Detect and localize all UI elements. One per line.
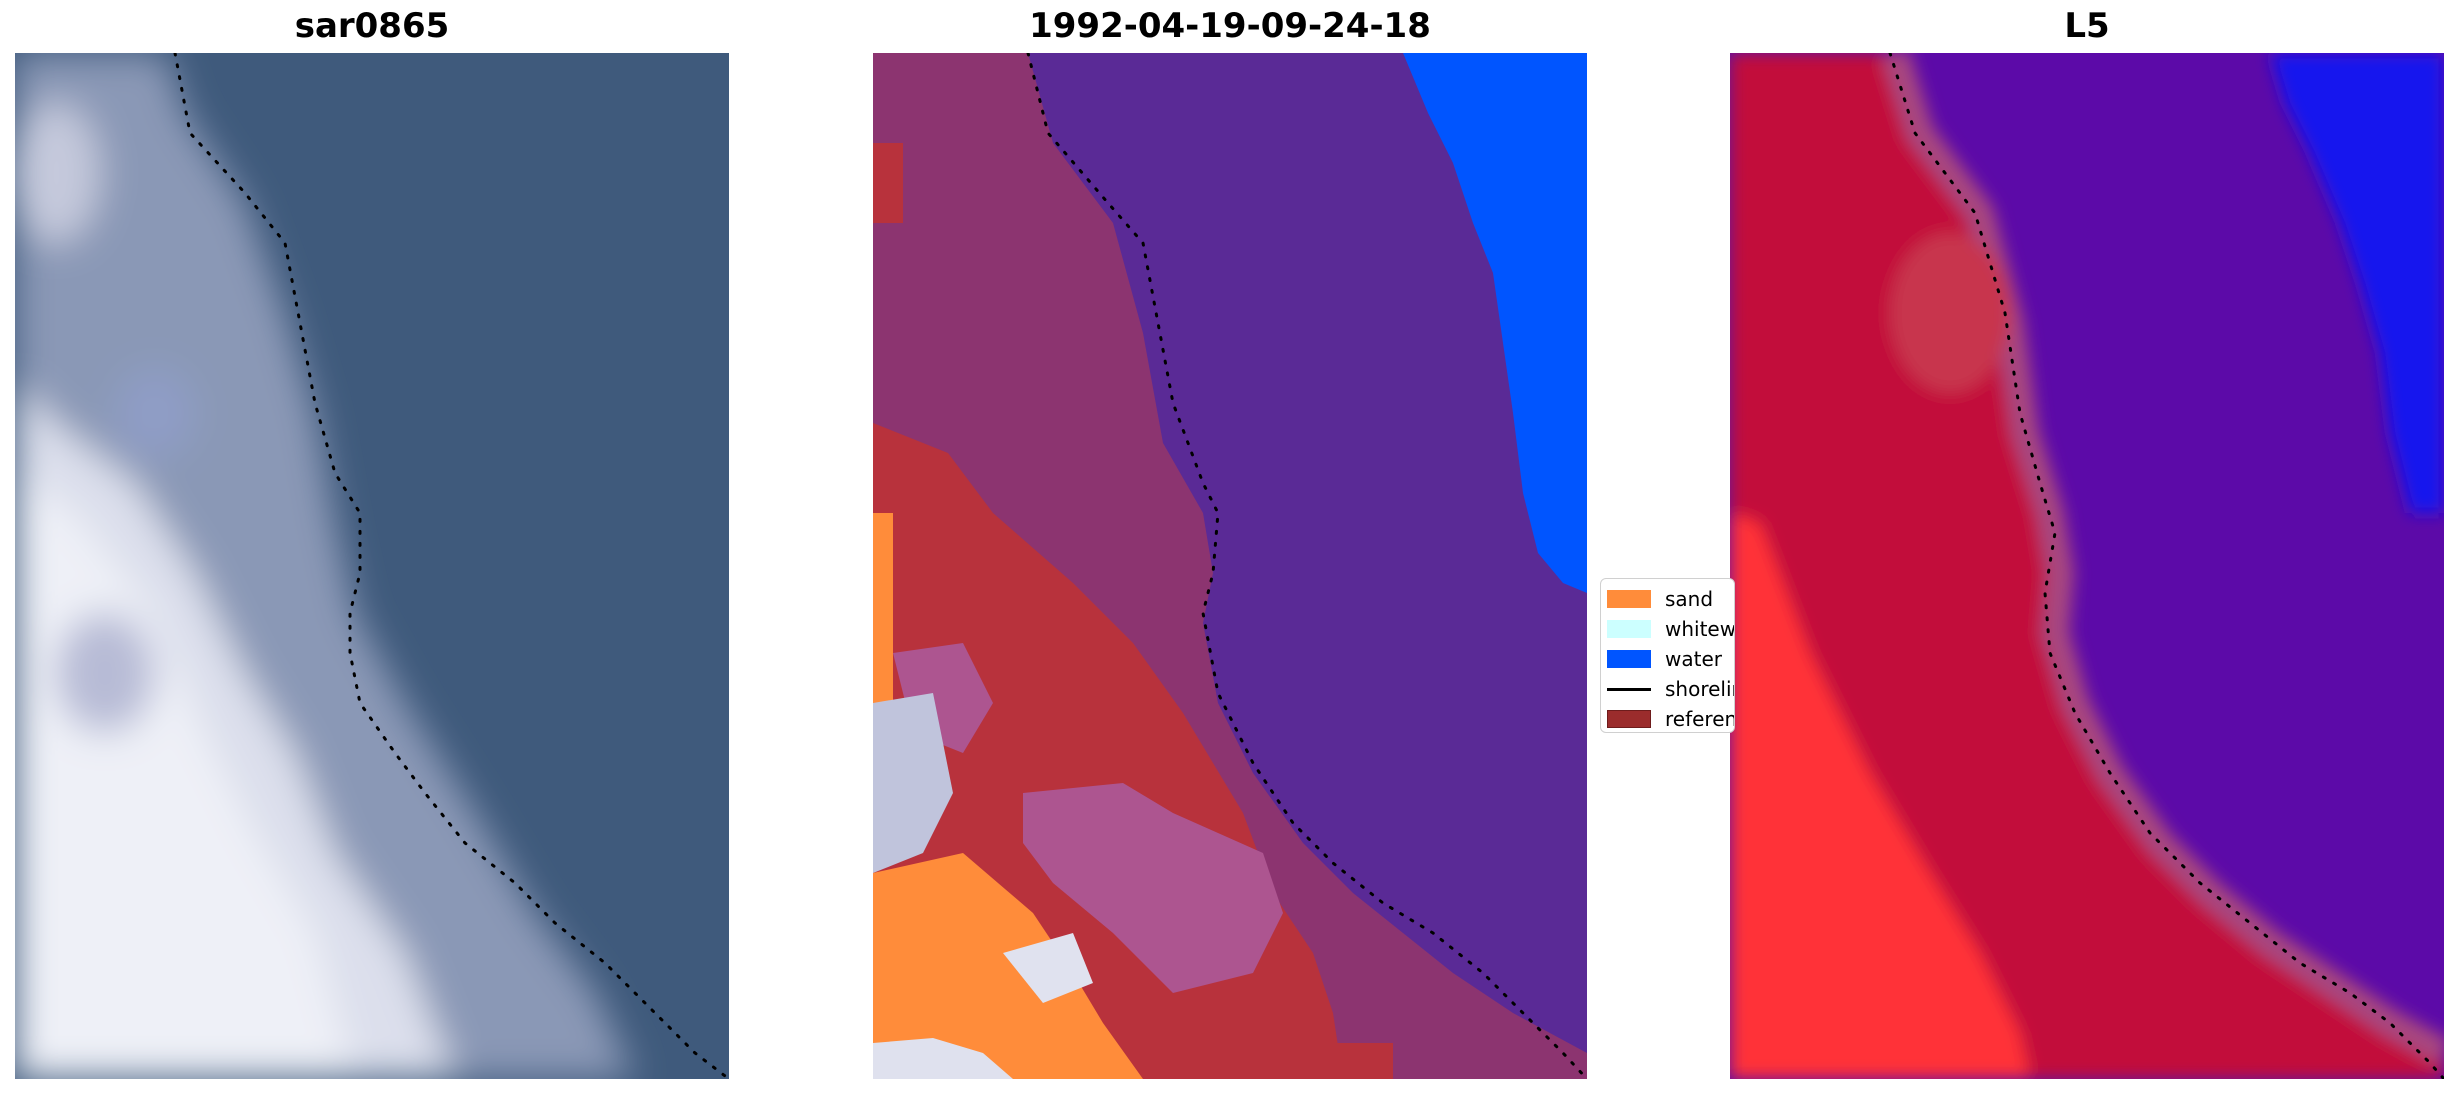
panel-title-rgb: sar0865 bbox=[294, 6, 450, 46]
legend-label: whitewater bbox=[1665, 617, 1735, 641]
index-panel bbox=[1730, 53, 2444, 1079]
legend-swatch-water bbox=[1607, 650, 1651, 668]
rgb-image bbox=[15, 53, 729, 1079]
legend-item-shoreline: shoreline bbox=[1607, 677, 1734, 701]
panel-title-index: L5 bbox=[2064, 6, 2110, 46]
shoreline-dotted bbox=[1026, 53, 1587, 1079]
legend-label: reference shoreline bbox=[1665, 707, 1734, 731]
classification-image bbox=[873, 53, 1587, 1079]
legend-swatch-reference bbox=[1607, 710, 1651, 728]
legend-item-water: water bbox=[1607, 647, 1722, 671]
legend-label: water bbox=[1665, 647, 1722, 671]
panel-title-classification: 1992-04-19-09-24-18 bbox=[1029, 6, 1431, 46]
legend: sand whitewater water shoreline referenc… bbox=[1600, 578, 1735, 733]
legend-label: shoreline bbox=[1665, 677, 1734, 701]
rgb-image-panel bbox=[15, 53, 729, 1079]
legend-item-reference-shoreline: reference shoreline bbox=[1607, 707, 1734, 731]
legend-swatch-sand bbox=[1607, 590, 1651, 608]
legend-item-sand: sand bbox=[1607, 587, 1713, 611]
legend-swatch-whitewater bbox=[1607, 620, 1651, 638]
index-image bbox=[1730, 53, 2444, 1079]
shoreline-dotted bbox=[1888, 53, 2444, 1079]
legend-label: sand bbox=[1665, 587, 1714, 611]
classification-panel bbox=[873, 53, 1587, 1079]
legend-line-shoreline bbox=[1607, 687, 1651, 691]
shoreline-dotted bbox=[173, 53, 729, 1079]
legend-item-whitewater: whitewater bbox=[1607, 617, 1735, 641]
